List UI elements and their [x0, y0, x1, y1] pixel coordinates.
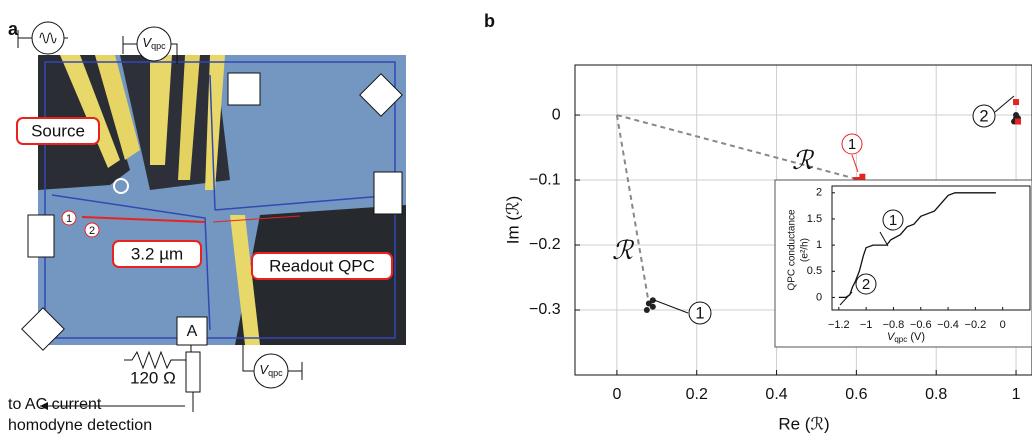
marker: 1 [66, 213, 72, 225]
vqpc-symbol: V [142, 35, 152, 50]
source-box [16, 117, 100, 145]
y-tick-label: 0.5 [807, 265, 822, 277]
vector [615, 114, 650, 304]
x-tick-label: −0.4 [937, 319, 959, 331]
point [649, 297, 656, 304]
x-axis-unit: (V) [910, 331, 925, 343]
x-tick-label: −0.6 [910, 319, 932, 331]
plot-frame [831, 185, 1031, 311]
annotation: 1 [695, 304, 704, 322]
vqpc-subscript: qpc [151, 41, 166, 51]
leader [851, 154, 859, 173]
annotation: 2 [979, 107, 988, 125]
y-axis-label: QPC conductance [787, 209, 798, 291]
x-tick-label: 0.2 [686, 386, 708, 403]
x-tick-label: 0.4 [765, 386, 787, 403]
detection-label: to AC current [8, 396, 102, 413]
point [643, 307, 650, 314]
leader [994, 95, 1015, 113]
x-tick-label: 0.6 [845, 386, 867, 403]
y-tick-label: 2 [816, 187, 822, 199]
x-tick-label: −0.8 [883, 319, 905, 331]
marker: 2 [89, 225, 95, 237]
y-tick-label: 0 [552, 106, 561, 123]
point [1013, 99, 1020, 106]
y-tick-label: −0.2 [529, 236, 561, 253]
x-tick-label: −1.2 [828, 319, 850, 331]
point [649, 303, 656, 310]
y-tick-label: −0.3 [529, 301, 561, 318]
plot-frame [574, 64, 1032, 376]
y-axis-unit: (e²/h) [800, 238, 811, 262]
point [645, 300, 652, 307]
marker-circle [61, 210, 77, 226]
leader [653, 299, 689, 314]
x-axis-label: Vqpc (V) [887, 331, 925, 344]
micrograph [17, 21, 406, 412]
x-axis-subscript: qpc [894, 335, 907, 344]
resistor-label: 120 Ω [130, 368, 176, 387]
vqpc-label: Vqpc [142, 35, 166, 51]
y-tick-label: 1.5 [807, 213, 822, 225]
annotation-circle [841, 133, 863, 155]
ammeter-label: A [187, 323, 198, 340]
x-tick-label: 1 [1012, 386, 1021, 403]
x-tick-label: −1 [860, 319, 873, 331]
annotation: ℛ [792, 145, 815, 175]
leader [879, 231, 889, 247]
x-tick-label: 0 [612, 386, 621, 403]
y-tick-label: 0 [816, 291, 822, 303]
annotation-circle [882, 209, 904, 231]
annotation: ℛ [612, 235, 635, 265]
point [1015, 118, 1022, 125]
x-tick-label: −0.2 [965, 319, 987, 331]
vqpc-label: Vqpc [259, 362, 283, 378]
x-tick-label: 0 [1000, 319, 1006, 331]
readout-label: Readout QPC [269, 256, 375, 275]
leader [839, 291, 853, 306]
detection-label: homodyne detection [8, 417, 152, 434]
panel-label: b [484, 11, 495, 31]
annotation-circle [972, 104, 996, 128]
x-axis-label: Re (ℛ) [778, 414, 829, 433]
x-tick-label: 0.8 [925, 386, 947, 403]
y-tick-label: −0.1 [529, 171, 561, 188]
x-axis-symbol: V [887, 331, 896, 343]
vector [616, 114, 861, 181]
panel-b: 0 0.2 0.4 0.6 0.8 1 0 −0.1 −0.2 −0.3 b Re (ℛ) Im (ℛ)… [484, 11, 1032, 433]
readout-box [251, 252, 393, 280]
annotation-circle [688, 301, 712, 325]
annotation: 1 [848, 136, 856, 153]
conductance-line [838, 192, 996, 299]
y-tick-label: 1 [816, 239, 822, 251]
vqpc-subscript: qpc [268, 368, 283, 378]
vqpc-symbol: V [259, 362, 269, 377]
panel-label: a [8, 19, 19, 39]
y-axis-label: Im (ℛ) [503, 196, 522, 245]
source-label: Source [31, 121, 85, 140]
annotation: 2 [862, 276, 870, 293]
annotation: 1 [889, 212, 897, 229]
marker-circle [84, 222, 100, 238]
annotation-circle [855, 273, 877, 295]
distance-box [112, 240, 202, 268]
distance-label: 3.2 µm [131, 244, 183, 263]
point [859, 173, 866, 180]
